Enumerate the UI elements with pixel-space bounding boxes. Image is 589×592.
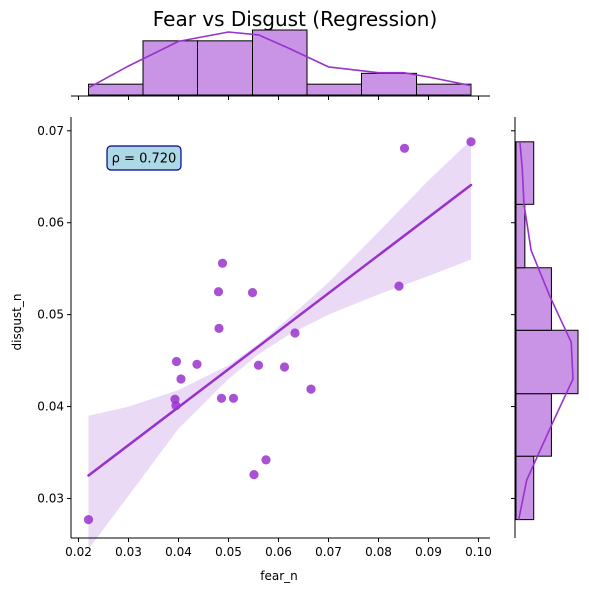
data-point — [279, 362, 290, 372]
main-axes: 0.02 0.03 0.04 0.05 0.06 0.07 0.08 0.09 0.10 0.0… — [37, 117, 492, 559]
x-tick-label: 0.05 — [215, 545, 242, 559]
data-point — [192, 359, 202, 369]
x-tick-label: 0.04 — [165, 545, 192, 559]
confidence-band-layer — [88, 140, 471, 549]
right-hist-bar — [515, 393, 552, 457]
main-spines — [70, 117, 490, 539]
y-axis-label: disgust_n — [10, 294, 24, 351]
data-point — [171, 401, 181, 411]
data-point — [228, 393, 239, 403]
x-tick-label: 0.07 — [315, 545, 342, 559]
data-point — [290, 328, 300, 338]
y-tick-label: 0.05 — [37, 308, 64, 322]
top-hist-bar — [252, 29, 308, 96]
right-kde-curve — [517, 141, 574, 520]
data-point — [249, 470, 259, 480]
annotation-text: ρ = 0.720 — [112, 152, 177, 167]
right-hist-bar — [515, 141, 535, 205]
data-point — [213, 287, 224, 297]
data-point — [247, 288, 258, 298]
data-point — [171, 356, 182, 367]
regression-line — [87, 183, 473, 477]
top-hist-bar — [142, 40, 198, 96]
x-axis-label: fear_n — [260, 569, 298, 583]
top-hist-bar — [416, 83, 472, 96]
correlation-annotation: ρ = 0.720 — [106, 145, 182, 171]
data-point — [176, 374, 186, 384]
top-hist-bar — [197, 40, 253, 96]
x-tick-label: 0.06 — [265, 545, 292, 559]
y-tick-label: 0.04 — [37, 400, 64, 414]
regression-line-layer — [87, 183, 473, 477]
data-point — [83, 515, 94, 525]
right-hist-bar — [515, 203, 526, 269]
data-point — [399, 143, 410, 153]
data-point — [306, 384, 316, 394]
chart-title: Fear vs Disgust (Regression) — [153, 7, 438, 31]
y-tick-label: 0.03 — [37, 491, 64, 505]
top-hist-bar — [88, 83, 144, 96]
y-tick-label: 0.06 — [37, 216, 64, 230]
data-point — [466, 137, 476, 147]
top-hist-bar — [306, 83, 362, 96]
data-point — [253, 360, 264, 370]
x-tick-label: 0.09 — [415, 545, 442, 559]
x-tick-label: 0.02 — [65, 545, 92, 559]
x-tick-label: 0.08 — [365, 545, 392, 559]
x-tick-label: 0.10 — [465, 545, 492, 559]
confidence-band — [88, 140, 471, 549]
top-hist-bar — [361, 72, 417, 96]
y-tick-label: 0.07 — [37, 124, 64, 138]
data-point — [216, 393, 227, 403]
right-histogram — [511, 117, 579, 538]
data-point — [214, 323, 224, 333]
data-point — [261, 455, 271, 465]
annotation-box — [106, 145, 182, 171]
y-axis-ticks: 0.03 0.04 0.05 0.06 0.07 — [37, 124, 71, 505]
x-tick-label: 0.03 — [115, 545, 142, 559]
right-hist-bar — [515, 329, 579, 395]
top-histogram — [71, 29, 490, 100]
top-kde-curve — [88, 31, 472, 89]
data-point — [217, 258, 228, 268]
data-point — [394, 281, 404, 291]
scatter-points-layer — [83, 137, 476, 525]
x-axis-ticks: 0.02 0.03 0.04 0.05 0.06 0.07 0.08 0.09 0.10 — [65, 538, 492, 559]
right-hist-bar — [515, 267, 552, 331]
